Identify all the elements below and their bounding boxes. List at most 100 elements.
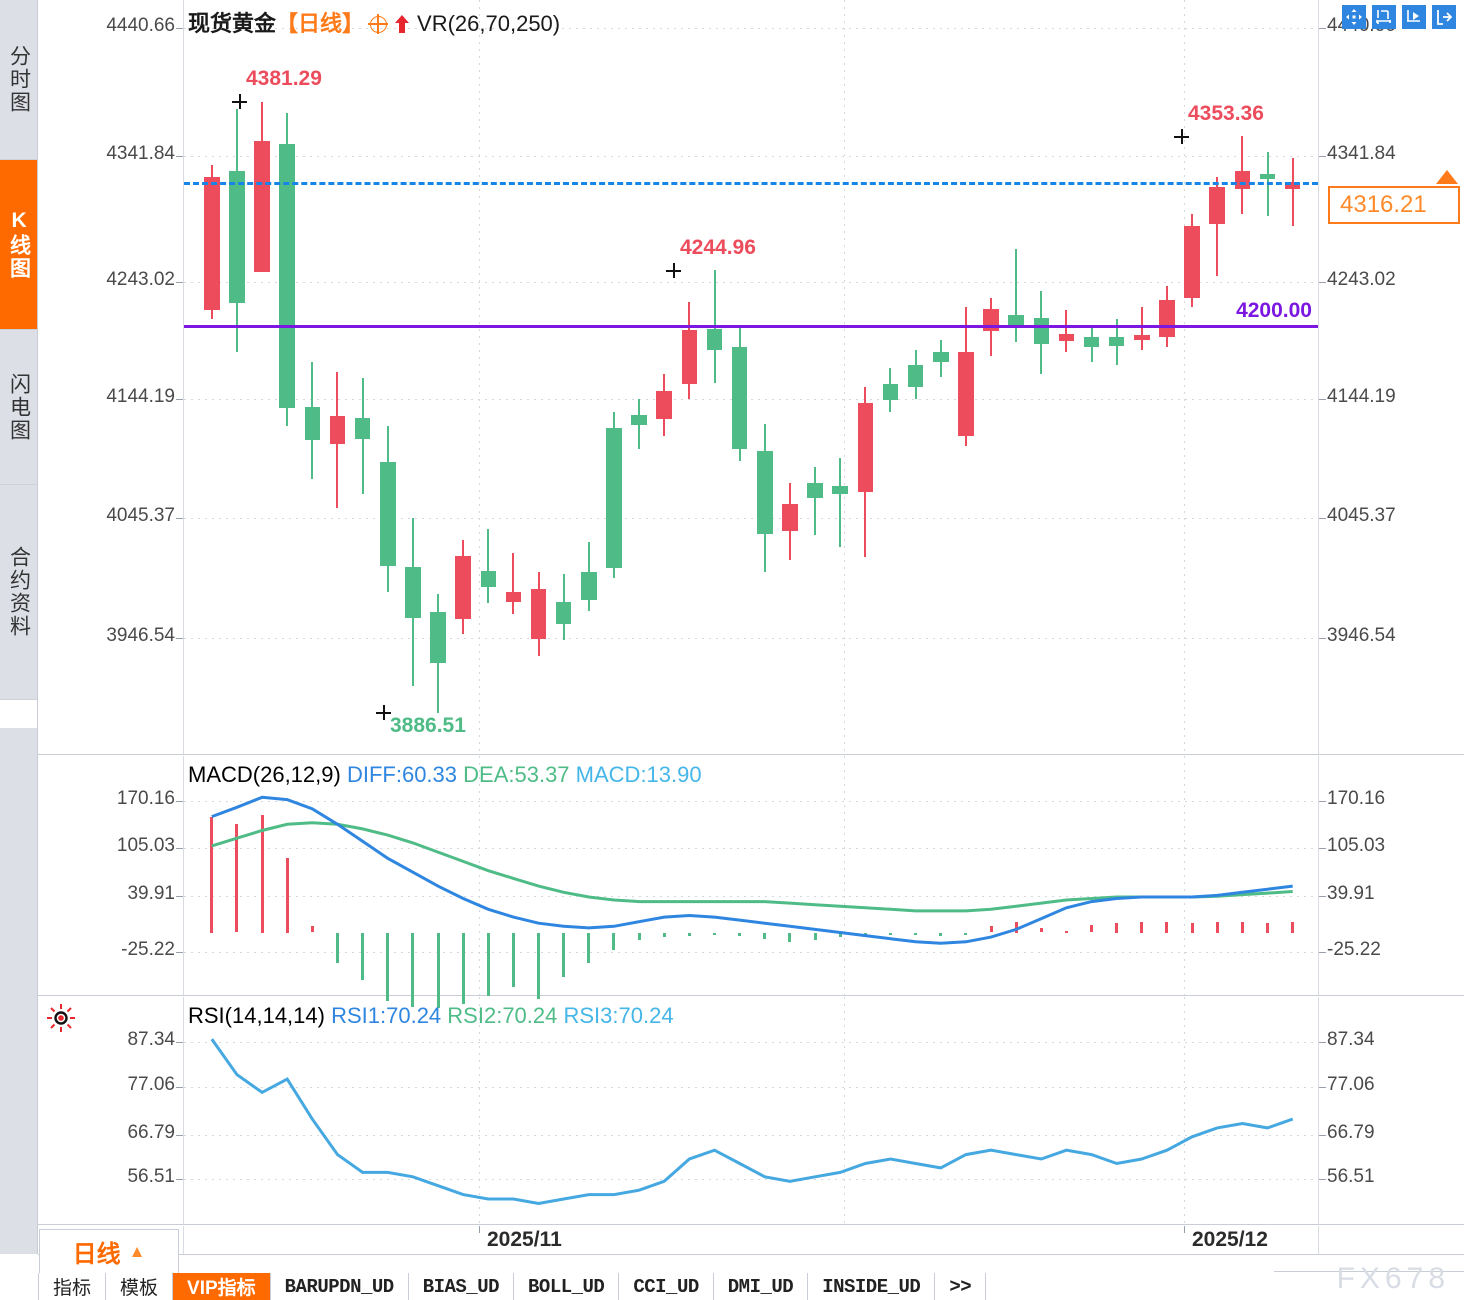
- axis-tickmark: [1319, 282, 1326, 283]
- candlestick[interactable]: [279, 0, 295, 755]
- candlestick[interactable]: [555, 0, 572, 755]
- sidebar-item-contract-info[interactable]: 合约资料: [0, 485, 37, 700]
- candlestick[interactable]: [757, 0, 773, 755]
- move-crosshair-tool[interactable]: [1342, 5, 1366, 29]
- macd-histogram-bar: [813, 932, 817, 941]
- brightness-sun-icon[interactable]: [46, 1003, 76, 1033]
- sidebar-item-lightning[interactable]: 闪电图: [0, 330, 37, 485]
- bottom-tab-cci-ud[interactable]: CCI_UD: [619, 1273, 714, 1300]
- candlestick[interactable]: [254, 0, 270, 755]
- axis-tickmark: [176, 1042, 183, 1043]
- rsi-axis-right[interactable]: 87.34 77.06 66.79 56.51: [1319, 997, 1464, 1224]
- candlestick[interactable]: [782, 0, 798, 755]
- candlestick[interactable]: [1184, 0, 1200, 755]
- price-panel[interactable]: 4440.66 4341.84 4243.02 4144.19 4045.37 3946.…: [38, 0, 1464, 755]
- axis-tickmark: [176, 952, 183, 953]
- bottom-tab-barupdn-ud[interactable]: BARUPDN_UD: [271, 1273, 409, 1300]
- price-axis-left[interactable]: 4440.66 4341.84 4243.02 4144.19 4045.37 3946.…: [38, 0, 183, 754]
- candlestick[interactable]: [304, 0, 321, 755]
- candlestick[interactable]: [229, 0, 245, 755]
- rsi-panel[interactable]: 87.34 77.06 66.79 56.51 87.34 77.06 66.79 56.5…: [38, 997, 1464, 1225]
- bottom-tab-indicators[interactable]: 指标: [39, 1273, 107, 1300]
- macd-histogram-bar: [1266, 923, 1270, 933]
- candlestick[interactable]: [907, 0, 924, 755]
- price-axis-right[interactable]: 4440.664341.844243.024144.194045.373946.…: [1319, 0, 1464, 754]
- candlestick[interactable]: [1159, 0, 1175, 755]
- candlestick[interactable]: [329, 0, 346, 755]
- candlestick[interactable]: [983, 0, 999, 755]
- axis-tickmark: [1319, 1087, 1326, 1088]
- playback-tool[interactable]: [1402, 5, 1426, 29]
- macd-panel[interactable]: 170.16 105.03 39.91 -25.22 170.16 105.03 39.9…: [38, 756, 1464, 1009]
- candlestick[interactable]: [505, 0, 522, 755]
- candlestick[interactable]: [656, 0, 673, 755]
- timeframe-tab-daily[interactable]: 日线 ▲: [39, 1229, 179, 1273]
- rsi-axis-left[interactable]: 87.34 77.06 66.79 56.51: [38, 997, 183, 1224]
- macd-axis-right[interactable]: 170.16 105.03 39.91 -25.22: [1319, 756, 1464, 995]
- price-up-arrow-icon: [1436, 169, 1458, 184]
- candlestick[interactable]: [1033, 0, 1050, 755]
- candlestick[interactable]: [1008, 0, 1024, 755]
- measure-tool[interactable]: [1372, 5, 1396, 29]
- macd-histogram-bar: [1190, 923, 1194, 933]
- fx678-watermark: FX678: [1336, 1262, 1450, 1295]
- candlestick[interactable]: [631, 0, 647, 755]
- candlestick[interactable]: [405, 0, 421, 755]
- bottom-tab-templates[interactable]: 模板: [106, 1273, 174, 1300]
- gridline-horizontal: [184, 518, 1318, 519]
- candlestick[interactable]: [706, 0, 723, 755]
- candlestick[interactable]: [480, 0, 497, 755]
- macd-histogram-bar: [210, 816, 214, 933]
- macd-plot[interactable]: [183, 756, 1319, 1009]
- support-price-line[interactable]: [184, 325, 1318, 329]
- axis-tick-label: 4243.02: [106, 269, 175, 290]
- candlestick[interactable]: [204, 0, 220, 755]
- candlestick[interactable]: [606, 0, 622, 755]
- candle-body: [1083, 337, 1100, 348]
- bottom-tab-boll-ud[interactable]: BOLL_UD: [514, 1273, 620, 1300]
- axis-tick-label: 4243.02: [1327, 269, 1396, 290]
- candlestick[interactable]: [958, 0, 974, 755]
- candlestick[interactable]: [379, 0, 396, 755]
- candlestick[interactable]: [430, 0, 446, 755]
- candle-body: [1033, 317, 1050, 344]
- candlestick[interactable]: [1083, 0, 1100, 755]
- macd-axis-left[interactable]: 170.16 105.03 39.91 -25.22: [38, 756, 183, 995]
- candlestick[interactable]: [681, 0, 698, 755]
- candlestick[interactable]: [882, 0, 899, 755]
- candlestick[interactable]: [807, 0, 823, 755]
- bottom-tab-inside-ud[interactable]: INSIDE_UD: [808, 1273, 936, 1300]
- candlestick[interactable]: [832, 0, 848, 755]
- gridline-horizontal: [184, 952, 1318, 953]
- bottom-tab-bias-ud[interactable]: BIAS_UD: [409, 1273, 515, 1300]
- candlestick[interactable]: [1284, 0, 1301, 755]
- candlestick-plot[interactable]: 4200.00 4381.29 4244.96 4353.36 3886.51: [183, 0, 1319, 754]
- candlestick[interactable]: [354, 0, 371, 755]
- crosshair-icon[interactable]: [368, 14, 389, 34]
- candlestick[interactable]: [1058, 0, 1075, 755]
- exit-tool[interactable]: [1432, 5, 1456, 29]
- gridline-horizontal: [184, 896, 1318, 897]
- candlestick[interactable]: [1209, 0, 1226, 755]
- bottom-tab-more[interactable]: >>: [935, 1273, 987, 1300]
- current-price-tag[interactable]: 4316.21: [1328, 185, 1460, 224]
- candlestick[interactable]: [1134, 0, 1150, 755]
- candle-body: [505, 591, 522, 602]
- price-annotation-label: 4244.96: [680, 235, 756, 259]
- candlestick[interactable]: [1108, 0, 1125, 755]
- sidebar-item-timeshare[interactable]: 分时图: [0, 0, 37, 160]
- rsi-plot[interactable]: [183, 997, 1319, 1224]
- candlestick[interactable]: [857, 0, 874, 755]
- candlestick[interactable]: [731, 0, 748, 755]
- sidebar-item-kline[interactable]: K线图: [0, 160, 37, 330]
- up-arrow-icon[interactable]: [393, 14, 411, 34]
- candlestick[interactable]: [932, 0, 949, 755]
- candlestick[interactable]: [1234, 0, 1251, 755]
- bottom-tab-dmi-ud[interactable]: DMI_UD: [714, 1273, 809, 1300]
- candlestick[interactable]: [455, 0, 471, 755]
- candlestick[interactable]: [581, 0, 597, 755]
- axis-tick-label: 4045.37: [1327, 505, 1396, 526]
- axis-tick-label: 77.06: [1327, 1074, 1375, 1095]
- candlestick[interactable]: [530, 0, 547, 755]
- bottom-tab-vip-indicators[interactable]: VIP指标: [173, 1273, 271, 1300]
